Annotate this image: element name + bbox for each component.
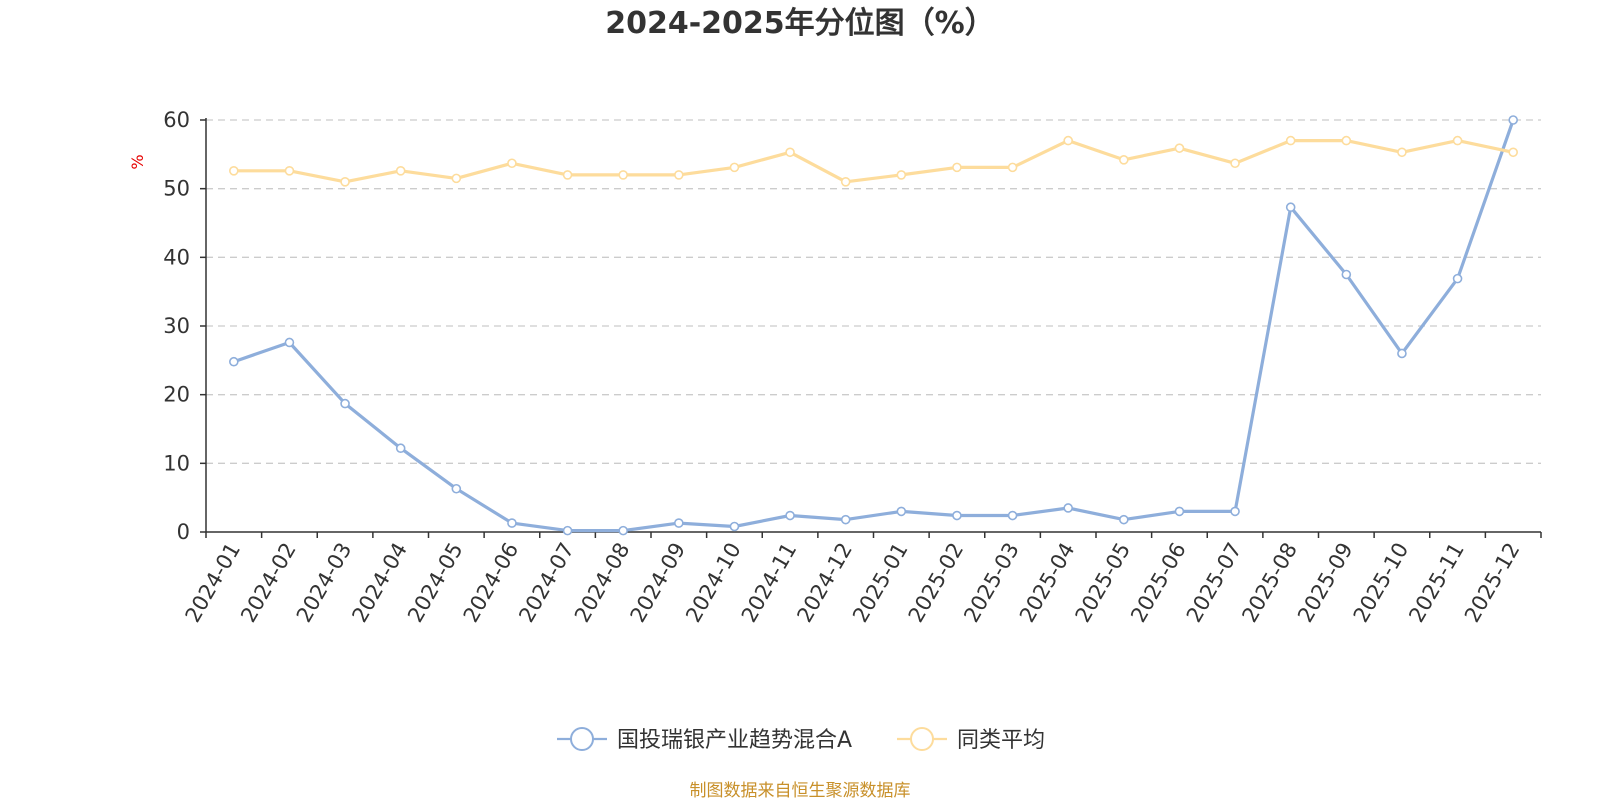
series-2-point [1174,143,1185,153]
series-2-point [1230,158,1240,169]
legend-label-2: 同类平均 [957,728,1045,753]
y-tick-label: 40 [163,245,190,269]
series-2-point [896,170,907,180]
x-tick-label: 2024-03 [292,539,357,627]
legend[interactable]: 国投瑞银产业趋势混合A 同类平均 [557,727,1045,753]
x-tick-label: 2024-01 [180,539,245,627]
series-1-point [1063,503,1073,513]
series-2-point [1285,135,1296,146]
x-tick-label: 2025-02 [904,539,969,627]
series-2-point [729,162,740,173]
series-1-point [618,525,628,536]
series-2-point [1452,135,1463,146]
series-1-point [340,398,350,409]
series-line-1 [233,119,1515,533]
series-1-point [1452,273,1463,284]
x-tick-label: 2024-07 [514,539,579,627]
series-2-point [1341,135,1352,146]
series-1-point [1285,202,1296,213]
series-2-point [952,162,962,173]
series-lines [229,115,1518,536]
y-axis-unit-label: % [128,154,147,169]
series-2-point [284,166,295,176]
y-tick-label: 50 [163,177,190,201]
series-2-point [229,166,239,176]
x-tick-label: 2024-06 [459,539,524,627]
series-1-point [952,510,962,521]
x-tick-label: 2025-01 [848,539,913,627]
x-tick-label: 2024-08 [570,539,635,627]
series-1-point [729,521,740,532]
y-tick-label: 60 [163,108,190,132]
series-1-point [562,525,573,536]
series-2-point [674,170,684,180]
legend-swatch-marker-1 [570,727,594,751]
y-tick-label: 0 [177,520,190,544]
series-2-point [1063,135,1073,146]
series-1-point [284,337,295,348]
x-tick-label: 2024-04 [347,539,412,627]
x-tick-label: 2024-02 [236,539,301,627]
x-tick-label: 2025-08 [1237,539,1302,627]
x-tick-label: 2025-09 [1293,539,1358,627]
data-source-note: 制图数据来自恒生聚源数据库 [690,781,911,800]
x-tick-label: 2025-05 [1070,539,1135,627]
series-2-point [1508,147,1518,158]
x-tick-label: 2025-04 [1015,539,1080,627]
series-1-point [1174,506,1185,517]
series-2-point [451,173,462,184]
series-2-point [395,166,406,176]
axes: 01020304050602024-012024-022024-032024-0… [163,108,1542,627]
series-1-point [785,510,795,521]
x-tick-label: 2025-03 [959,539,1024,627]
series-1-point [1341,269,1352,280]
series-2-point [1007,162,1018,173]
series-1-point [1007,510,1018,521]
series-2-point [785,147,795,158]
series-1-point [1230,506,1240,517]
series-1-point [840,514,851,525]
x-tick-label: 2024-11 [737,539,802,627]
y-tick-label: 20 [163,383,190,407]
x-tick-label: 2024-05 [403,539,468,627]
series-1-point [229,356,239,367]
series-line-2 [233,139,1514,184]
y-tick-label: 30 [163,314,190,338]
x-tick-label: 2024-09 [625,539,690,627]
series-1-point [507,518,517,528]
legend-label-1: 国投瑞银产业趋势混合A [617,728,852,753]
series-2-point [507,158,517,169]
series-2-point [1119,155,1129,165]
series-1-point [1397,348,1407,359]
legend-swatch-marker-2 [910,727,934,751]
series-1-point [1508,115,1518,125]
series-2-point [618,170,628,180]
series-2-point [340,177,350,187]
series-2-point [562,170,573,180]
series-2-point [840,177,851,187]
series-2-point [1397,147,1407,158]
x-tick-label: 2024-10 [681,539,746,627]
series-1-point [395,443,406,454]
series-1-point [674,518,684,528]
series-1-point [451,483,462,494]
x-tick-label: 2025-07 [1182,539,1247,627]
x-tick-label: 2024-12 [792,539,857,627]
x-tick-label: 2025-10 [1349,539,1414,627]
series-1-point [1119,514,1129,525]
gridlines [206,119,1541,464]
chart-title: 2024-2025年分位图（%） [605,6,995,41]
x-tick-label: 2025-12 [1460,539,1525,627]
x-tick-label: 2025-11 [1404,539,1469,627]
series-1-point [896,506,907,517]
x-tick-label: 2025-06 [1126,539,1191,627]
y-tick-label: 10 [163,451,190,475]
